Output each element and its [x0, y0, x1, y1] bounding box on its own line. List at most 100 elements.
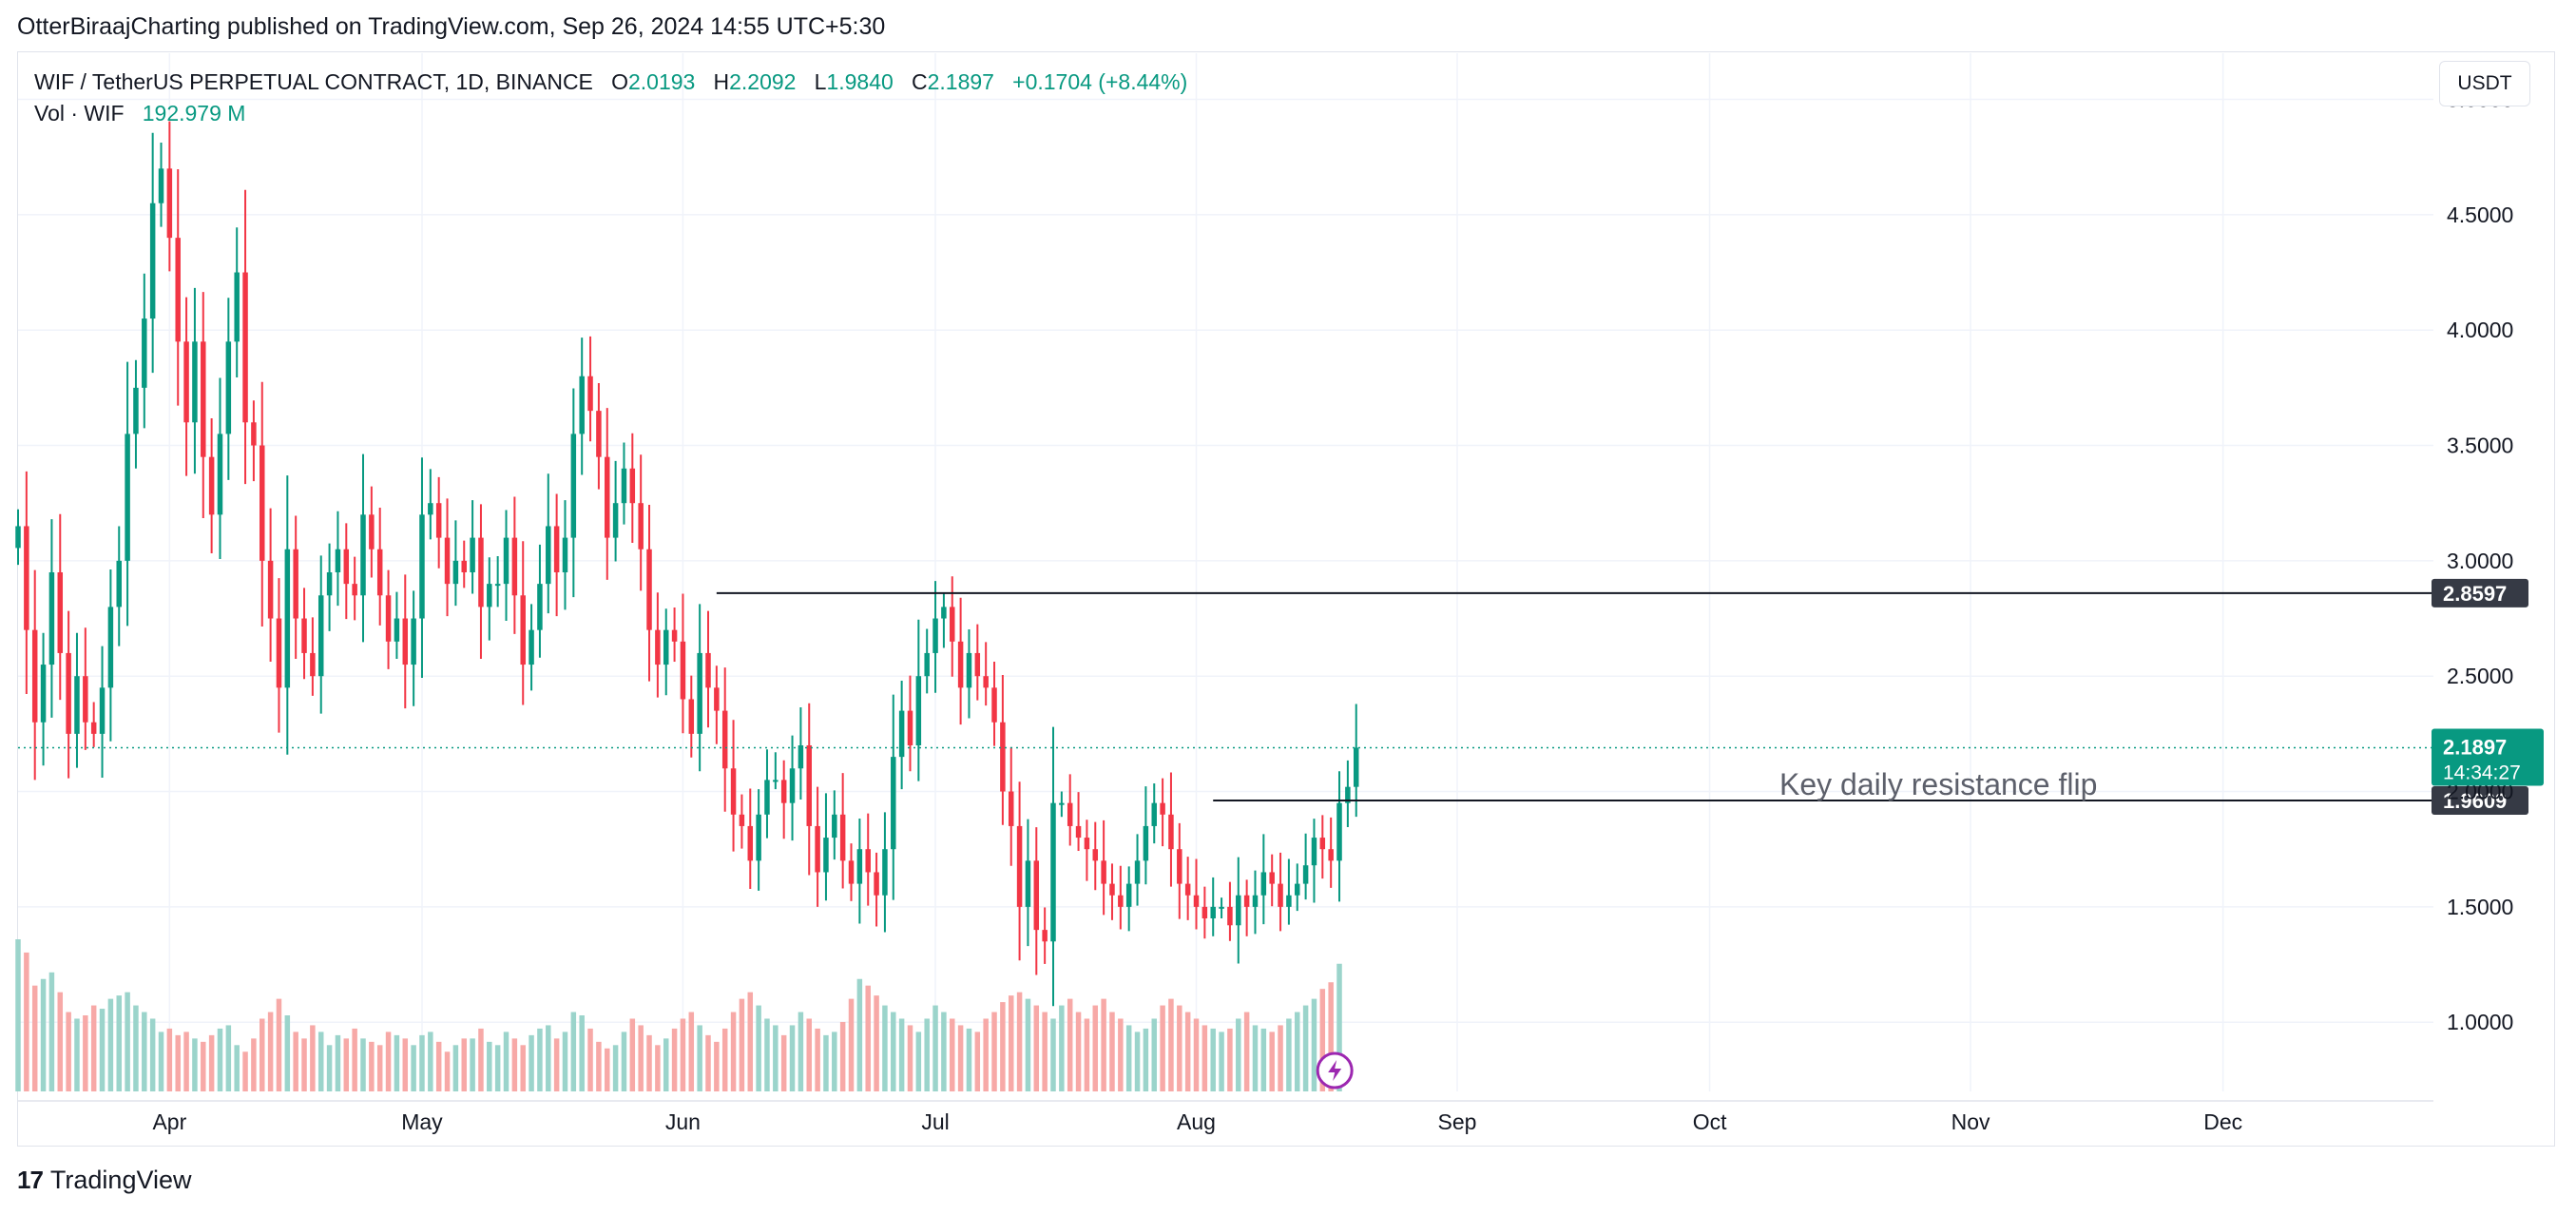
volume-bar [125, 992, 130, 1091]
volume-bar [385, 1032, 392, 1091]
candle-body [335, 549, 341, 572]
y-tick-label: 1.5000 [2447, 895, 2513, 919]
candle-body [815, 825, 820, 873]
annotation-key-resistance: Key daily resistance flip [1779, 767, 2097, 801]
candle-body [503, 537, 509, 585]
candle-body [40, 665, 47, 723]
volume-bar [183, 1032, 189, 1091]
level-price-tag [2432, 578, 2528, 608]
volume-bar [15, 939, 21, 1091]
candle-body [1184, 883, 1191, 896]
candle-body [1143, 825, 1149, 861]
y-tick-label: 4.0000 [2447, 318, 2513, 342]
x-tick-label: Apr [152, 1109, 186, 1134]
volume-bar [116, 995, 122, 1091]
candle-body [697, 652, 702, 734]
volume-bar [739, 998, 745, 1091]
candle-body [612, 503, 619, 538]
volume-bar [646, 1034, 652, 1091]
volume-bar [166, 1028, 173, 1091]
candle-body [638, 503, 644, 550]
candle-body [688, 699, 695, 734]
volume-bar [721, 1028, 728, 1091]
candle-body [385, 595, 392, 642]
currency-unit-button[interactable]: USDT [2439, 61, 2530, 106]
volume-bar [638, 1025, 644, 1091]
volume-bar [1236, 1018, 1241, 1091]
volume-bar [267, 1012, 274, 1091]
tradingview-logo-icon: 17 [17, 1166, 44, 1194]
legend-open-value: 2.0193 [627, 69, 696, 94]
level-price-tag [2432, 786, 2528, 816]
candle-body [1059, 802, 1065, 805]
legend-row-price: WIF / TetherUS PERPETUAL CONTRACT, 1D, B… [34, 67, 1187, 98]
volume-bar [1252, 1025, 1259, 1091]
candle-body [166, 168, 173, 239]
volume-bar [470, 1038, 475, 1091]
candle-body [444, 537, 451, 585]
candle-body [175, 238, 181, 342]
candle-body [1295, 883, 1300, 896]
volume-bar [376, 1045, 383, 1091]
candle-body [201, 341, 206, 457]
candle-body [1016, 825, 1023, 907]
volume-bar [621, 1032, 627, 1091]
volume-bar [1193, 1018, 1200, 1091]
candle-body [520, 595, 526, 665]
volume-bar [394, 1034, 400, 1091]
candle-body [780, 780, 787, 803]
candle-body [394, 618, 400, 642]
volume-bar [1269, 1032, 1275, 1091]
candle-body [435, 503, 442, 538]
candle-body [24, 526, 29, 630]
candle-body [882, 849, 888, 896]
volume-bar [1319, 989, 1326, 1091]
candle-body [242, 272, 248, 423]
candle-body [798, 745, 804, 769]
volume-bar [494, 1045, 501, 1091]
volume-bar [511, 1038, 518, 1091]
candle-body [1025, 860, 1031, 907]
chart-frame[interactable] [17, 51, 2555, 1147]
candle-body [1302, 865, 1309, 884]
volume-bar [301, 1038, 307, 1091]
tradingview-footer[interactable]: 17 TradingView [17, 1166, 192, 1195]
volume-bar [520, 1045, 526, 1091]
volume-bar [217, 1028, 223, 1091]
candle-body [950, 607, 955, 642]
volume-bar [435, 1041, 442, 1091]
candle-body [646, 549, 652, 630]
candle-body [494, 584, 501, 587]
volume-bar [99, 1009, 106, 1091]
candle-body [832, 814, 837, 839]
candle-body [74, 676, 80, 734]
tradingview-brand: TradingView [49, 1166, 192, 1194]
volume-bar [1311, 998, 1317, 1091]
volume-bar [1134, 1032, 1141, 1091]
candle-body [1319, 838, 1326, 850]
candle-body [234, 272, 240, 342]
legend-vol-label: Vol · WIF [34, 101, 125, 125]
volume-bar [1101, 998, 1106, 1091]
x-tick-label: Dec [2203, 1109, 2242, 1134]
candle-body [116, 560, 122, 608]
volume-bar [66, 1012, 71, 1091]
candle-body [217, 434, 223, 515]
volume-bar [1227, 1028, 1233, 1091]
y-tick-label: 1.0000 [2447, 1010, 2513, 1034]
candle-body [461, 560, 467, 572]
legend-high-value: 2.2092 [729, 69, 797, 94]
volume-bar [74, 1018, 80, 1091]
volume-bar [24, 952, 29, 1091]
candle-body [1286, 895, 1292, 907]
candle-body [251, 422, 257, 446]
volume-bar [260, 1018, 265, 1091]
candle-body [1084, 838, 1090, 850]
volume-bar [537, 1028, 543, 1091]
candle-body [655, 629, 661, 665]
legend-high-label: H [713, 69, 730, 94]
volume-bar [107, 998, 114, 1091]
candle-body [225, 341, 232, 434]
volume-bar [192, 1038, 198, 1091]
